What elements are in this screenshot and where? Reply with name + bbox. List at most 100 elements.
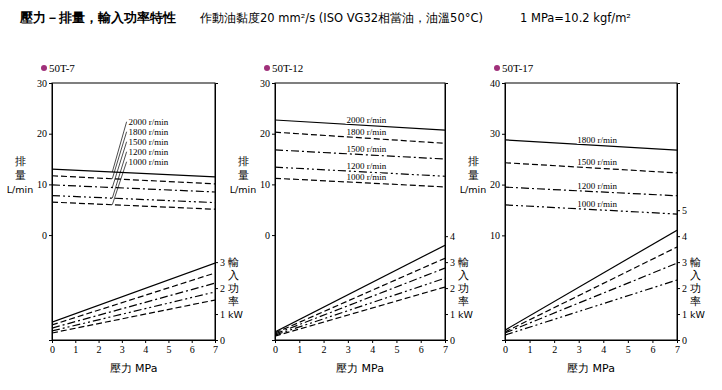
title-dot — [494, 65, 500, 71]
tick-label: 20 — [260, 128, 270, 139]
tick: 1 — [528, 340, 533, 355]
tick-label: 2 — [220, 283, 225, 294]
tick-label: 0 — [450, 335, 455, 346]
power-line — [52, 300, 215, 333]
tick-label: 20 — [37, 128, 47, 139]
flow-line — [52, 202, 215, 209]
y-axis: 0102030 — [37, 78, 53, 341]
tick-mark — [49, 235, 52, 236]
y2-axis: 01234 — [445, 84, 455, 346]
leader-line — [112, 152, 126, 198]
tick-mark — [628, 340, 629, 343]
series-labels: 1800 r/min1500 r/min1200 r/min1000 r/min — [577, 135, 617, 209]
y-axis-title: 排 — [238, 155, 249, 168]
tick: 10 — [260, 179, 275, 190]
tick-label: 5 — [166, 344, 171, 355]
tick-mark — [502, 83, 505, 84]
tick-label: 40 — [490, 78, 500, 89]
tick: 3 — [677, 257, 687, 268]
tick-label: 5 — [394, 344, 399, 355]
tick-label: 4 — [601, 344, 606, 355]
header-text: 壓力－排量，輸入功率特性 — [19, 10, 176, 25]
title-dot — [264, 65, 270, 71]
tick: 4 — [370, 340, 375, 355]
tick: 3 — [120, 340, 125, 355]
y-axis: 0102030 — [260, 78, 276, 341]
tick-mark — [445, 340, 448, 341]
y2-axis-title: 率 — [690, 295, 701, 308]
tick-label: 5 — [626, 344, 631, 355]
tick-mark — [215, 340, 218, 341]
x-axis-title: 壓力 MPa — [567, 362, 615, 375]
tick-label: 4 — [682, 231, 687, 242]
tick-label: 4 — [370, 344, 375, 355]
tick-mark — [502, 134, 505, 135]
series-label: 1000 r/min — [346, 172, 386, 182]
tick-label: 30 — [260, 78, 270, 89]
tick: 0 — [503, 340, 508, 355]
tick-mark — [145, 340, 146, 343]
tick-mark — [677, 288, 680, 289]
flow-line — [52, 169, 215, 177]
y2-axis-title: 入 — [690, 269, 701, 282]
tick-label: 6 — [650, 344, 655, 355]
tick: 0 — [42, 230, 52, 241]
tick-label: 4 — [450, 231, 455, 242]
tick: 1 — [677, 309, 687, 320]
tick-label: 10 — [37, 179, 47, 190]
tick-label: 3 — [120, 344, 125, 355]
x-axis: 01234567 — [50, 340, 218, 355]
tick-mark — [272, 184, 275, 185]
tick-mark — [677, 210, 680, 211]
tick-label: 10 — [490, 230, 500, 241]
tick: 1 — [445, 309, 455, 320]
panel: 50T-70123456701020300123壓力 MPa排量L/min輸入功… — [7, 62, 244, 375]
tick-mark — [348, 340, 349, 343]
x-axis-title: 壓力 MPa — [110, 362, 158, 375]
tick: 1 — [73, 340, 78, 355]
tick: 4 — [143, 340, 148, 355]
x-axis: 01234567 — [273, 340, 448, 355]
series-label: 1500 r/min — [346, 144, 386, 154]
x-axis-title: 壓力 MPa — [336, 362, 384, 375]
leader-line — [112, 162, 126, 205]
tick: 0 — [215, 335, 225, 346]
tick: 7 — [213, 340, 218, 355]
tick-label: 7 — [675, 344, 680, 355]
tick-mark — [445, 236, 448, 237]
tick-mark — [215, 314, 218, 315]
tick-mark — [272, 235, 275, 236]
tick-label: 0 — [50, 344, 55, 355]
x-axis: 01234567 — [503, 340, 680, 355]
tick-mark — [554, 340, 555, 343]
flow-line — [52, 185, 215, 192]
y2-axis-title: 入 — [458, 269, 469, 282]
plot-frame — [505, 83, 677, 340]
plot-frame — [275, 83, 445, 340]
figure: 壓力－排量，輸入功率特性作動油黏度20 mm²/s (ISO VG32相當油，油… — [0, 0, 722, 390]
tick-mark — [192, 340, 193, 343]
tick-label: 1 — [297, 344, 302, 355]
tick-mark — [49, 83, 52, 84]
axis-line — [502, 84, 506, 341]
tick-mark — [75, 340, 76, 343]
axis-line — [216, 84, 219, 341]
tick: 2 — [97, 340, 102, 355]
y-axis-title: 排 — [468, 155, 479, 168]
panel-title: 50T-17 — [502, 62, 534, 74]
tick-label: 4 — [143, 344, 148, 355]
tick-mark — [396, 340, 397, 343]
tick-mark — [603, 340, 604, 343]
tick-mark — [272, 83, 275, 84]
tick-mark — [421, 340, 422, 343]
tick-mark — [324, 340, 325, 343]
tick-label: 6 — [419, 344, 424, 355]
axis-line — [446, 84, 449, 341]
tick-label: 0 — [503, 344, 508, 355]
power-line — [52, 273, 215, 325]
axis-line — [49, 84, 53, 341]
y2-axis-title: 率 — [458, 295, 469, 308]
power-line — [505, 263, 677, 333]
lines — [505, 140, 677, 335]
tick: 30 — [260, 78, 275, 89]
